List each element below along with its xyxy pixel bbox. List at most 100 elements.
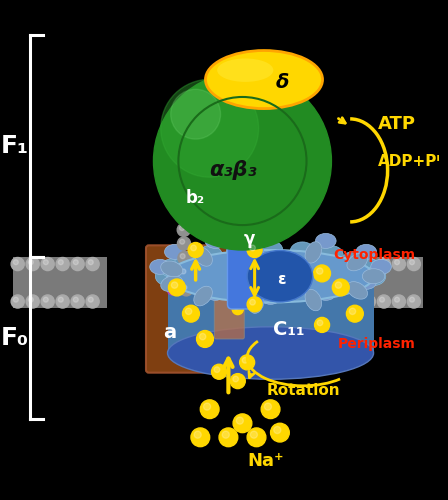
Ellipse shape xyxy=(356,274,377,289)
Circle shape xyxy=(199,334,206,340)
Ellipse shape xyxy=(362,268,385,283)
Ellipse shape xyxy=(248,239,263,262)
Circle shape xyxy=(236,417,243,424)
Ellipse shape xyxy=(160,259,185,278)
Circle shape xyxy=(161,80,258,177)
Circle shape xyxy=(210,80,215,85)
Circle shape xyxy=(180,254,185,258)
Circle shape xyxy=(43,260,48,264)
Circle shape xyxy=(181,178,186,184)
Circle shape xyxy=(194,98,207,112)
Circle shape xyxy=(250,300,255,305)
Circle shape xyxy=(332,258,345,270)
Ellipse shape xyxy=(319,246,343,264)
Circle shape xyxy=(195,94,208,108)
Circle shape xyxy=(41,258,54,270)
Ellipse shape xyxy=(161,261,183,276)
Circle shape xyxy=(43,297,48,302)
Ellipse shape xyxy=(168,250,374,302)
Text: Rotation: Rotation xyxy=(267,383,340,398)
Circle shape xyxy=(41,295,54,308)
Circle shape xyxy=(88,260,93,264)
Circle shape xyxy=(187,119,200,132)
Circle shape xyxy=(332,295,345,308)
Ellipse shape xyxy=(175,252,199,270)
Circle shape xyxy=(314,318,330,332)
Circle shape xyxy=(407,295,420,308)
Text: ε: ε xyxy=(278,272,286,286)
Circle shape xyxy=(58,260,63,264)
Circle shape xyxy=(73,297,78,302)
Circle shape xyxy=(28,297,33,302)
Circle shape xyxy=(179,166,193,179)
Circle shape xyxy=(200,400,219,418)
Text: Periplasm: Periplasm xyxy=(338,336,416,350)
Ellipse shape xyxy=(342,252,366,270)
Circle shape xyxy=(203,403,211,410)
Ellipse shape xyxy=(217,58,273,82)
Circle shape xyxy=(184,132,197,145)
Circle shape xyxy=(180,239,185,244)
Circle shape xyxy=(207,82,212,87)
Ellipse shape xyxy=(194,286,212,306)
Circle shape xyxy=(191,115,196,120)
Circle shape xyxy=(233,376,238,382)
Circle shape xyxy=(13,297,18,302)
Circle shape xyxy=(197,91,210,104)
Circle shape xyxy=(317,295,331,308)
Circle shape xyxy=(182,306,199,322)
Circle shape xyxy=(316,268,323,274)
Circle shape xyxy=(205,80,218,93)
Circle shape xyxy=(180,156,194,170)
Circle shape xyxy=(349,260,354,264)
Ellipse shape xyxy=(205,234,226,248)
Circle shape xyxy=(210,77,223,90)
Circle shape xyxy=(379,297,384,302)
Circle shape xyxy=(362,258,375,270)
Circle shape xyxy=(26,258,39,270)
Circle shape xyxy=(181,269,186,274)
Circle shape xyxy=(28,260,33,264)
Circle shape xyxy=(183,140,196,153)
Text: F₀: F₀ xyxy=(1,326,29,350)
Circle shape xyxy=(180,189,185,194)
Circle shape xyxy=(346,306,363,322)
Circle shape xyxy=(11,258,24,270)
Circle shape xyxy=(250,431,258,438)
Circle shape xyxy=(58,297,63,302)
Ellipse shape xyxy=(356,244,377,260)
Circle shape xyxy=(197,330,213,347)
Ellipse shape xyxy=(305,242,322,263)
Circle shape xyxy=(365,297,370,302)
Text: α₃β₃: α₃β₃ xyxy=(209,160,257,180)
Circle shape xyxy=(347,295,361,308)
Circle shape xyxy=(199,94,204,98)
Circle shape xyxy=(202,84,215,96)
Circle shape xyxy=(189,113,202,126)
Circle shape xyxy=(377,295,390,308)
Circle shape xyxy=(365,260,370,264)
Circle shape xyxy=(178,187,191,200)
Circle shape xyxy=(184,150,189,155)
Ellipse shape xyxy=(247,250,313,302)
Ellipse shape xyxy=(227,242,251,260)
Circle shape xyxy=(198,97,202,102)
Circle shape xyxy=(185,308,192,314)
Circle shape xyxy=(181,168,186,173)
Ellipse shape xyxy=(305,290,322,311)
Circle shape xyxy=(250,245,255,250)
Text: ATP: ATP xyxy=(378,114,416,132)
Ellipse shape xyxy=(347,254,367,271)
Circle shape xyxy=(201,90,206,96)
Circle shape xyxy=(247,428,266,446)
Circle shape xyxy=(26,295,39,308)
Circle shape xyxy=(188,242,203,258)
Circle shape xyxy=(211,364,227,379)
Circle shape xyxy=(349,308,356,314)
Circle shape xyxy=(247,297,262,312)
Circle shape xyxy=(180,212,185,218)
Circle shape xyxy=(409,297,414,302)
Circle shape xyxy=(88,297,93,302)
Circle shape xyxy=(177,210,190,224)
Circle shape xyxy=(171,282,178,288)
